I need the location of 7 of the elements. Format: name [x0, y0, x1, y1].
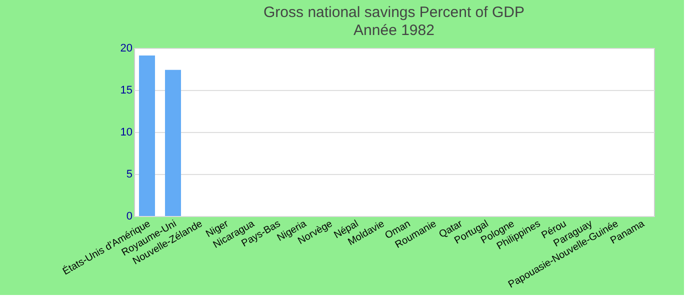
y-tick-label: 0	[126, 210, 132, 222]
chart-subtitle: Année 1982	[354, 22, 434, 39]
y-tick-label: 15	[120, 84, 132, 96]
y-tick-label: 10	[120, 126, 132, 138]
y-tick-label: 20	[120, 42, 132, 54]
y-tick-label: 5	[126, 168, 132, 180]
chart-title: Gross national savings Percent of GDP	[264, 4, 524, 21]
